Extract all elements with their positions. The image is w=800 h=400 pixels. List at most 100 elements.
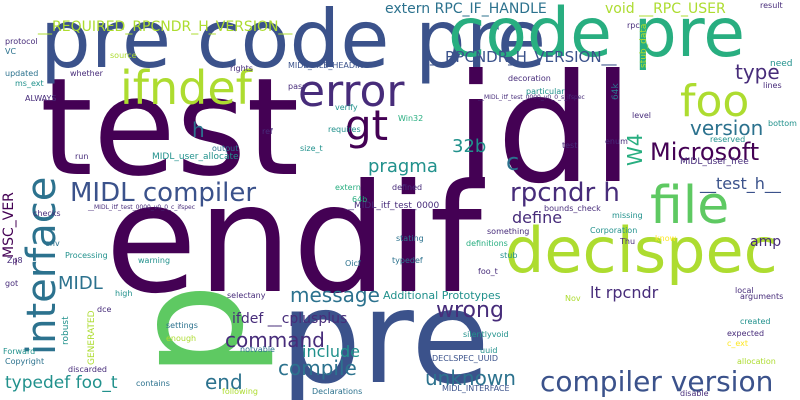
word-high: high: [115, 289, 133, 298]
word-rpc: rpc: [627, 21, 640, 30]
word-gt: gt: [345, 101, 389, 150]
word-robust: robust: [61, 316, 71, 345]
word-nov: Nov: [565, 294, 581, 303]
word-64b: 64b: [352, 195, 368, 204]
word-generated: GENERATED: [87, 310, 97, 365]
word-disable: disable: [680, 389, 709, 398]
word-msc-ver: _MSC_VER: [1, 192, 17, 265]
word-h: h: [192, 118, 205, 142]
word-midl-user-allocate: MIDL_user_allocate: [152, 152, 239, 162]
word-unknown: unknown: [425, 366, 516, 390]
word-rpcndr-h: rpcndr h: [510, 178, 620, 208]
word-midl-user-free: MIDL_user_free: [680, 157, 749, 167]
word-void-rpc-user: void __RPC_USER: [605, 1, 726, 17]
word-defined: defined: [392, 183, 423, 192]
word-silentlyvoid: silentlyvoid: [463, 330, 509, 339]
word-zp8: Zp8: [7, 256, 23, 265]
word-need: need: [770, 59, 793, 69]
word-32b: 32b: [452, 136, 487, 157]
word-bounds-check: bounds_check: [544, 204, 601, 213]
word-amp: amp: [750, 234, 782, 250]
word-interface: interface: [19, 176, 65, 355]
word-64k: 64k: [611, 83, 621, 100]
word-verify: verify: [335, 103, 358, 112]
word-test-h: __test_h__: [700, 174, 781, 193]
word-uuid: uuid: [480, 346, 498, 355]
word-midl-file-heading: MIDL_FILE_HEADING: [288, 61, 370, 70]
word-stub: stub: [500, 251, 518, 260]
word-foo-t: foo_t: [478, 267, 498, 276]
word-local: local: [735, 286, 754, 295]
word-version: version: [690, 116, 764, 140]
word-settings: settings: [166, 321, 198, 330]
word-contains: contains: [136, 379, 170, 388]
word-additional-prototypes: Additional Prototypes: [383, 289, 501, 302]
word-requires: requires: [328, 125, 361, 134]
word-reserved: reserved: [710, 135, 746, 144]
word-foo: foo: [680, 76, 750, 127]
word-decoration: decoration: [508, 74, 551, 83]
word-ifdef-cplusplus: ifdef __cplusplus: [232, 311, 348, 327]
word-pre-code-pre: pre code pre: [40, 0, 547, 86]
word-midl-interface: MIDL_INTERFACE: [442, 384, 510, 393]
word-ms-ext: ms_ext: [15, 79, 44, 88]
word-declspec: declspec: [505, 214, 778, 287]
word-define: define: [512, 208, 563, 227]
word-definitions: definitions: [466, 239, 508, 248]
word-endif: endif: [105, 153, 483, 327]
word-processing: Processing: [65, 251, 108, 260]
word-checks: checks: [33, 209, 61, 218]
word-updated: updated: [5, 69, 39, 78]
word-following: following: [222, 387, 258, 396]
word-test-small: test: [562, 141, 578, 150]
word-arguments: arguments: [740, 292, 784, 301]
word-missing: missing: [612, 211, 643, 220]
word-corporation: Corporation: [590, 226, 638, 235]
word-extern-rpc-if-handle: extern RPC_IF_HANDLE: [385, 1, 547, 17]
word-allocation: allocation: [737, 357, 776, 366]
word-type: type: [735, 60, 780, 84]
word-idl: idl: [455, 43, 634, 217]
word-win32: Win32: [398, 114, 424, 123]
word-enough: enough: [166, 334, 197, 343]
word-midl-itf-cifspec: __MIDL_itf_test_0000_v0_0_c_ifspec: [88, 204, 196, 211]
word-always: ALWAYS: [25, 94, 57, 103]
word-midl-itf-sifspec: __MIDL_itf_test_0000_v0_0_s_ifspec: [478, 94, 585, 101]
word-ifndef: ifndef: [120, 61, 252, 115]
word-wrong: wrong: [436, 298, 504, 323]
word-bottom: bottom: [768, 119, 797, 128]
word-copyright: Copyright: [5, 357, 45, 366]
word-level: level: [632, 111, 652, 120]
word-c: c: [506, 148, 520, 176]
word-stub-data: stub_data: [639, 23, 649, 68]
word-end: end: [205, 370, 243, 394]
word-midl: MIDL: [58, 273, 103, 294]
word-typedef-foo-t: typedef foo_t: [5, 373, 118, 393]
word-pass: pass: [288, 82, 307, 91]
word-extern: extern: [335, 183, 361, 192]
word-discarded: discarded: [68, 365, 107, 374]
word-notvable: notvable: [240, 345, 275, 354]
word-source: source: [110, 51, 137, 60]
word-pragma: pragma: [368, 156, 438, 177]
word-got: got: [5, 279, 19, 288]
word-expected: expected: [727, 329, 765, 338]
word-something: something: [487, 227, 530, 236]
word-include: include: [302, 342, 360, 361]
word-stating: stating: [396, 234, 424, 243]
word-know: know: [655, 234, 677, 243]
word-ref: ref: [262, 127, 273, 136]
word-message: message: [290, 283, 380, 307]
word-code-pre: code pre: [448, 0, 746, 73]
word-rights: rights: [230, 64, 253, 73]
word-protocol: protocol: [5, 37, 38, 46]
word-file: file: [650, 176, 730, 236]
word-w4: W4: [623, 133, 647, 167]
word-lines: lines: [763, 81, 782, 90]
word-env: env: [45, 239, 60, 248]
word-oicf: Oicf: [345, 259, 361, 268]
word-particular: particular: [526, 87, 565, 96]
word-declspec-uuid: DECLSPEC_UUID: [432, 354, 499, 363]
word-run: run: [75, 152, 89, 161]
